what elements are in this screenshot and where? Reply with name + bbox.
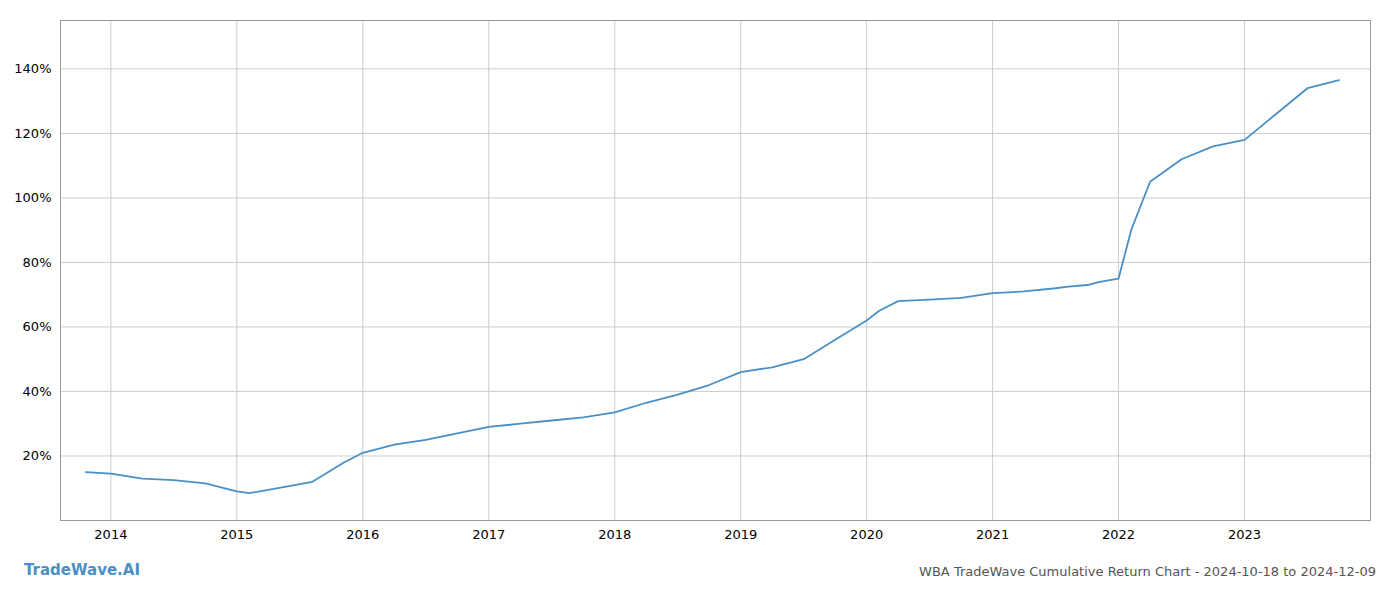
html-text:WBA TradeWave Cumulative Retur: WBA TradeWave Cumulative Return Chart - … xyxy=(919,564,1376,579)
svg-text:2022: 2022 xyxy=(1102,527,1135,542)
svg-text:120%: 120% xyxy=(14,126,51,141)
svg-text:2019: 2019 xyxy=(724,527,757,542)
svg-text:20%: 20% xyxy=(23,448,52,463)
svg-text:80%: 80% xyxy=(23,255,52,270)
svg-text:40%: 40% xyxy=(23,384,52,399)
svg-text:140%: 140% xyxy=(14,61,51,76)
svg-text:2020: 2020 xyxy=(850,527,883,542)
svg-text:2016: 2016 xyxy=(346,527,379,542)
svg-text:2017: 2017 xyxy=(472,527,505,542)
svg-text:2021: 2021 xyxy=(976,527,1009,542)
svg-text:2023: 2023 xyxy=(1228,527,1261,542)
svg-text:60%: 60% xyxy=(23,319,52,334)
svg-text:2015: 2015 xyxy=(220,527,253,542)
html-text:TradeWave.AI: TradeWave.AI xyxy=(24,561,140,579)
svg-text:100%: 100% xyxy=(14,190,51,205)
svg-text:2018: 2018 xyxy=(598,527,631,542)
svg-text:2014: 2014 xyxy=(94,527,127,542)
